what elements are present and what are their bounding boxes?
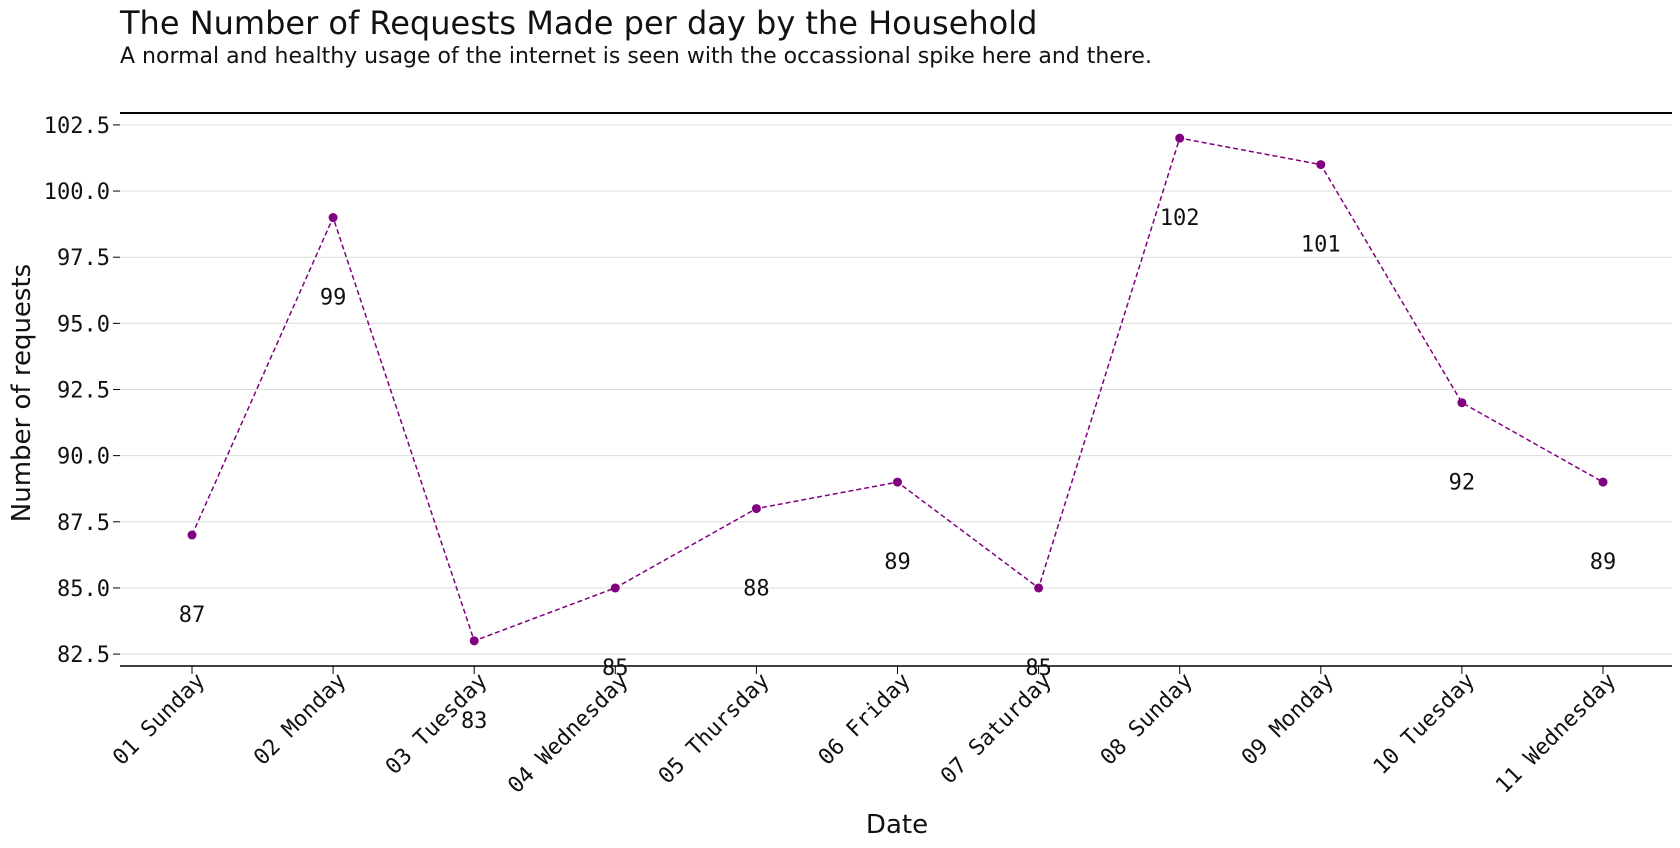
y-tick-label: 100.0 bbox=[44, 180, 110, 205]
y-tick-label: 92.5 bbox=[57, 379, 110, 404]
data-label: 89 bbox=[1590, 550, 1617, 575]
data-label: 85 bbox=[602, 656, 629, 681]
chart-subtitle: A normal and healthy usage of the intern… bbox=[120, 44, 1152, 69]
data-point bbox=[1175, 133, 1185, 143]
data-label: 102 bbox=[1160, 206, 1200, 231]
x-tick-label: 10 Tuesday bbox=[1369, 669, 1480, 780]
data-label: 89 bbox=[884, 550, 911, 575]
x-tick-label: 07 Saturday bbox=[936, 669, 1057, 790]
y-tick-label: 87.5 bbox=[57, 511, 110, 536]
data-label: 87 bbox=[179, 603, 206, 628]
data-point bbox=[1316, 160, 1326, 170]
y-tick-label: 90.0 bbox=[57, 445, 110, 470]
data-point bbox=[610, 583, 620, 593]
x-tick-label: 02 Monday bbox=[249, 669, 351, 771]
data-labels: 87 99 83 85 88 89 85 102 101 92 89 bbox=[179, 206, 1617, 734]
y-tick-label: 95.0 bbox=[57, 312, 110, 337]
x-tick-label: 09 Monday bbox=[1237, 669, 1339, 771]
data-point bbox=[1457, 398, 1467, 408]
data-label: 85 bbox=[1025, 656, 1052, 681]
series-line bbox=[187, 133, 1608, 646]
x-axis-ticks: 01 Sunday 02 Monday 03 Tuesday 04 Wednesday… bbox=[108, 666, 1621, 799]
data-label: 99 bbox=[320, 286, 347, 311]
y-axis-ticks: 82.5 85.0 87.5 90.0 92.5 95.0 97.5 100.0 102.5 bbox=[44, 114, 120, 668]
y-axis-label: Number of requests bbox=[7, 264, 37, 522]
data-label: 92 bbox=[1449, 471, 1476, 496]
data-point bbox=[1598, 477, 1608, 487]
data-point bbox=[328, 213, 338, 223]
y-tick-label: 82.5 bbox=[57, 643, 110, 668]
data-label: 83 bbox=[461, 709, 488, 734]
data-label: 101 bbox=[1301, 233, 1341, 258]
x-tick-label: 08 Sunday bbox=[1096, 669, 1198, 771]
grid-lines bbox=[120, 124, 1672, 655]
y-tick-label: 97.5 bbox=[57, 246, 110, 271]
axes bbox=[120, 112, 1672, 667]
x-tick-label: 06 Friday bbox=[814, 669, 916, 771]
data-point bbox=[893, 477, 902, 487]
chart-title: The Number of Requests Made per day by t… bbox=[120, 4, 1038, 42]
x-tick-label: 05 Thursday bbox=[654, 669, 775, 790]
y-tick-label: 85.0 bbox=[57, 577, 110, 602]
data-label: 88 bbox=[743, 577, 770, 602]
x-axis-label: Date bbox=[866, 810, 928, 840]
data-point bbox=[1034, 583, 1044, 593]
x-tick-label: 01 Sunday bbox=[108, 669, 210, 771]
y-tick-label: 102.5 bbox=[44, 114, 110, 139]
data-point bbox=[469, 636, 479, 646]
x-tick-label: 11 Wednesday bbox=[1491, 669, 1621, 799]
data-point bbox=[187, 530, 197, 540]
x-tick-label: 04 Wednesday bbox=[503, 669, 633, 799]
data-point bbox=[751, 504, 761, 514]
